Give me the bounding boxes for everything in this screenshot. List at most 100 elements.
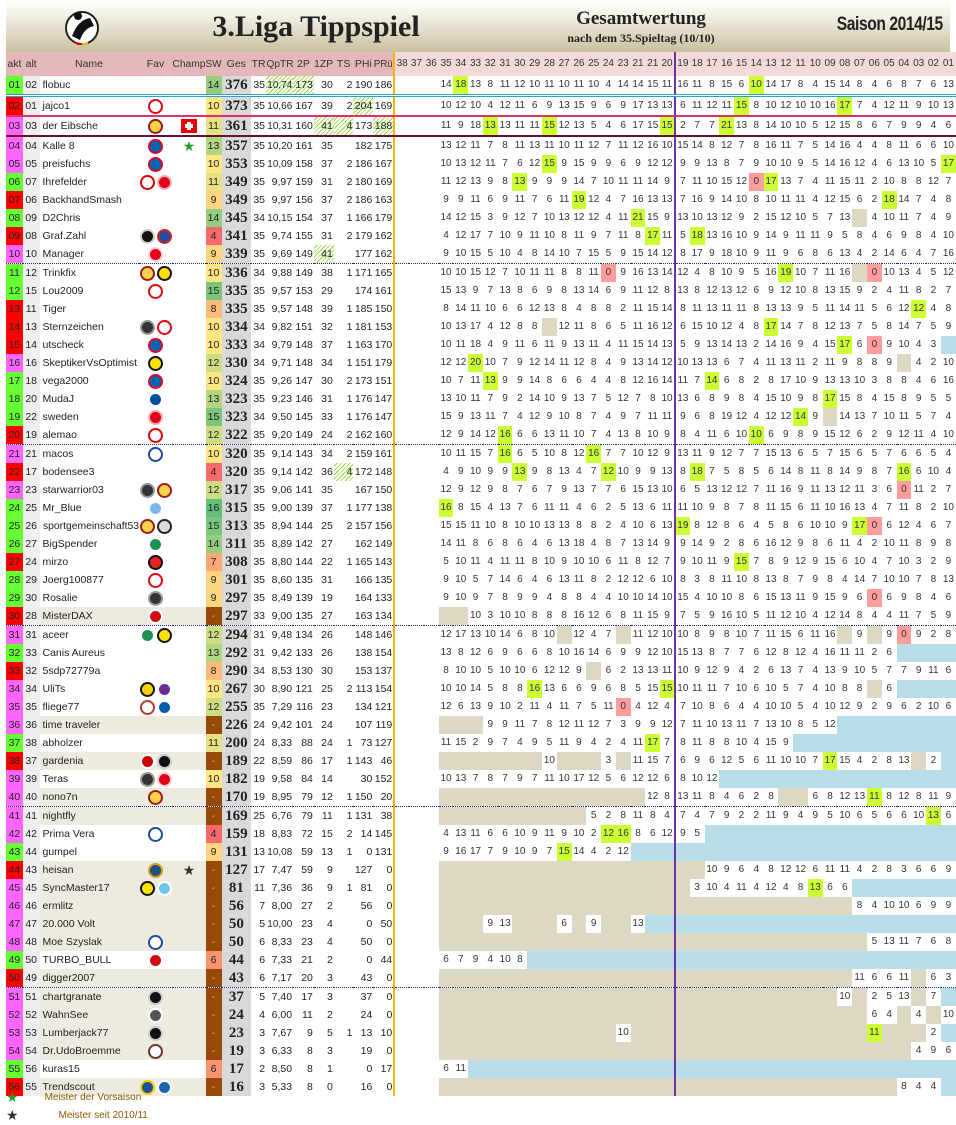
header-round-13[interactable]: 13 <box>763 52 779 76</box>
header-round-29[interactable]: 29 <box>527 52 542 76</box>
round-score: 12 <box>529 158 541 170</box>
header-round-10[interactable]: 10 <box>807 52 823 76</box>
legend: ★ Meister der Vorsaison ★ Meister seit 201… <box>6 1088 148 1124</box>
header-round-02[interactable]: 02 <box>926 52 941 76</box>
header-round-04[interactable]: 04 <box>896 52 912 76</box>
header-tr[interactable]: TR <box>251 52 267 76</box>
round-score: 7 <box>852 95 867 117</box>
round-score: 8 <box>561 230 567 242</box>
header-round-35[interactable]: 35 <box>438 52 454 76</box>
round-score <box>542 933 557 952</box>
header-round-28[interactable]: 28 <box>542 52 557 76</box>
rank-current: 08 <box>6 209 23 228</box>
header-round-06[interactable]: 06 <box>866 52 882 76</box>
round-score: 9 <box>502 647 508 659</box>
zp1-value: 37 <box>321 212 333 225</box>
zp1-value: 3 <box>326 1045 333 1058</box>
header-round-21[interactable]: 21 <box>630 52 646 76</box>
zp1-value: 24 <box>321 719 333 732</box>
header-zp1[interactable]: 1ZP <box>313 52 334 76</box>
header-round-33[interactable]: 33 <box>468 52 483 76</box>
round-score: 4 <box>812 194 819 206</box>
header-round-38[interactable]: 38 <box>394 52 410 76</box>
header-round-09[interactable]: 09 <box>822 52 838 76</box>
rwe-logo-icon <box>148 409 163 425</box>
header-ges[interactable]: Ges <box>221 52 252 76</box>
round-score: 6 <box>694 393 700 405</box>
header-ts[interactable]: TS <box>333 52 354 76</box>
header-round-24[interactable]: 24 <box>601 52 616 76</box>
round-score: 12 <box>765 647 777 659</box>
header-round-31[interactable]: 31 <box>497 52 513 76</box>
round-score: 11 <box>691 176 703 188</box>
round-score <box>748 1024 764 1043</box>
header-pru[interactable]: PRü <box>373 52 396 76</box>
favorite-clubs <box>139 553 173 571</box>
header-p2[interactable]: 2P <box>293 52 314 76</box>
round-score: 13 <box>632 918 644 930</box>
header-akt[interactable]: akt <box>6 52 23 76</box>
header-phi[interactable]: PHi <box>353 52 374 76</box>
header-round-19[interactable]: 19 <box>674 52 690 76</box>
round-score: 13 <box>735 339 748 351</box>
header-round-16[interactable]: 16 <box>719 52 735 76</box>
round-score <box>586 987 602 1007</box>
header-round-30[interactable]: 30 <box>512 52 528 76</box>
champion-marker <box>172 897 206 916</box>
header-sw[interactable]: SW <box>205 52 222 76</box>
header-round-12[interactable]: 12 <box>778 52 794 76</box>
header-round-37[interactable]: 37 <box>409 52 424 76</box>
zp1-value: 30 <box>321 375 333 388</box>
player-name: Kalle 8 <box>42 140 75 153</box>
header-name[interactable]: Name <box>39 52 139 76</box>
p2-value: 148 <box>295 339 313 352</box>
header-fav[interactable]: Fav <box>138 52 173 76</box>
header-round-18[interactable]: 18 <box>689 52 705 76</box>
header-round-17[interactable]: 17 <box>704 52 720 76</box>
rank-previous: 01 <box>22 95 40 117</box>
header-round-27[interactable]: 27 <box>556 52 572 76</box>
header-round-14[interactable]: 14 <box>748 52 764 76</box>
round-score: 13 <box>558 574 570 586</box>
round-score <box>674 879 690 898</box>
round-score <box>497 1024 513 1043</box>
header-round-20[interactable]: 20 <box>660 52 676 76</box>
round-score: 11 <box>573 140 585 152</box>
round-score: 7 <box>886 466 892 478</box>
header-round-21[interactable]: 21 <box>645 52 661 76</box>
header-round-36[interactable]: 36 <box>423 52 439 76</box>
round-score: 9 <box>517 375 523 387</box>
header-round-01[interactable]: 01 <box>940 52 956 76</box>
p2-value: 161 <box>295 140 313 153</box>
favorite-clubs <box>139 843 173 861</box>
round-score <box>630 933 646 952</box>
header-round-05[interactable]: 05 <box>881 52 897 76</box>
header-alt[interactable]: alt <box>22 52 40 76</box>
round-score <box>424 408 439 426</box>
header-round-32[interactable]: 32 <box>482 52 498 76</box>
table-row: 49 50 TURBO_BULL 6 44 6 7,33 21 2 0 44 6 7 9 4 10 8 <box>6 951 956 970</box>
round-score <box>881 1024 897 1043</box>
header-round-34[interactable]: 34 <box>453 52 469 76</box>
header-qptr[interactable]: QpTR <box>266 52 294 76</box>
round-score: 6 <box>649 828 656 840</box>
round-score <box>409 807 424 826</box>
header-champ[interactable]: Champ <box>172 52 206 76</box>
header-round-15[interactable]: 15 <box>734 52 749 76</box>
round-score <box>394 752 409 770</box>
round-score: 9 <box>812 810 819 822</box>
round-score <box>911 843 927 862</box>
header-round-11[interactable]: 11 <box>793 52 808 76</box>
header-round-03[interactable]: 03 <box>911 52 927 76</box>
round-score <box>704 969 720 989</box>
header-round-08[interactable]: 08 <box>837 52 853 76</box>
header-round-25[interactable]: 25 <box>586 52 602 76</box>
header-round-23[interactable]: 23 <box>615 52 631 76</box>
header-round-26[interactable]: 26 <box>571 52 587 76</box>
header-round-07[interactable]: 07 <box>852 52 867 76</box>
round-score: 9 <box>797 339 804 351</box>
round-score <box>438 752 454 771</box>
round-score: 12 <box>942 267 954 279</box>
total-points: 189 <box>221 752 252 771</box>
round-score: 9 <box>748 245 764 265</box>
